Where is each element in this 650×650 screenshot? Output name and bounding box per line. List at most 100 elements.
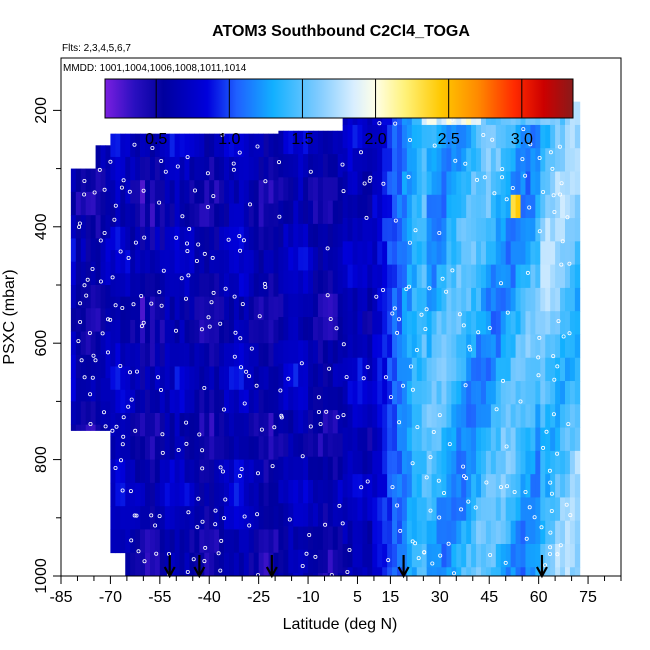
sample-point [87, 330, 92, 335]
heatmap-cell [253, 250, 260, 274]
heatmap-cell [209, 482, 215, 507]
heatmap-cell [95, 401, 101, 426]
heatmap-cell [313, 433, 319, 458]
heatmap-cell [446, 218, 452, 242]
heatmap-cell [332, 247, 339, 271]
heatmap-cell [268, 226, 274, 251]
sample-point [410, 461, 415, 466]
heatmap-cell [293, 223, 299, 248]
heatmap-cell [411, 543, 418, 568]
heatmap-cell [367, 357, 373, 382]
heatmap-cell [248, 436, 255, 460]
heatmap-cell [130, 506, 136, 530]
heatmap-cell [510, 450, 516, 475]
x-tick-label: -25 [247, 589, 270, 606]
heatmap-cell [397, 287, 403, 312]
heatmap-cell [387, 148, 393, 172]
heatmap-cell [204, 273, 210, 298]
sample-point [498, 485, 503, 490]
heatmap-cell [466, 404, 472, 428]
heatmap-cell [441, 381, 447, 405]
heatmap-cell [322, 177, 329, 201]
heatmap-cell [159, 250, 166, 274]
heatmap-cell [308, 317, 314, 341]
heatmap-cell [476, 543, 482, 568]
heatmap-cell [451, 404, 457, 428]
heatmap-cell [500, 194, 507, 219]
heatmap-cell [397, 381, 403, 405]
sample-point [136, 549, 141, 554]
heatmap-cell [145, 366, 151, 391]
heatmap-cell [525, 567, 531, 576]
heatmap-cell [337, 456, 344, 481]
heatmap-cell [471, 264, 477, 289]
sample-point [223, 286, 228, 291]
heatmap-cell [525, 543, 531, 568]
heatmap-cell [204, 180, 210, 204]
heatmap-cell [431, 567, 437, 576]
sample-point [558, 192, 563, 197]
heatmap-cell [293, 410, 299, 434]
heatmap-cell [313, 130, 319, 155]
heatmap-cell [337, 130, 344, 155]
heatmap-cell [387, 264, 393, 289]
heatmap-cell [145, 506, 151, 530]
heatmap-cell [130, 156, 136, 181]
heatmap-cell [574, 427, 581, 452]
sample-point [174, 235, 179, 240]
heatmap-cell [278, 386, 284, 411]
sample-point [476, 330, 481, 335]
heatmap-cell [214, 506, 220, 530]
heatmap-cell [377, 171, 383, 196]
heatmap-cell [431, 148, 437, 172]
heatmap-cell [431, 474, 437, 498]
heatmap-cell [149, 226, 156, 251]
heatmap-cell [199, 273, 205, 298]
heatmap-cell [283, 270, 289, 295]
heatmap-cell [298, 549, 304, 574]
heatmap-cell [199, 436, 205, 460]
y-tick-label: 1000 [33, 558, 50, 594]
heatmap-cell [283, 177, 289, 201]
sample-point [108, 317, 113, 322]
sample-point [132, 142, 137, 147]
heatmap-cell [481, 543, 487, 568]
sample-point [157, 200, 162, 205]
heatmap-cell [258, 529, 264, 554]
sample-point [88, 392, 93, 397]
heatmap-cell [224, 413, 230, 437]
heatmap-cell [243, 203, 250, 228]
heatmap-cell [446, 450, 452, 475]
heatmap-cell [446, 171, 452, 196]
heatmap-cell [214, 156, 220, 181]
sample-point [451, 571, 456, 576]
heatmap-cell [372, 497, 378, 522]
heatmap-cell [298, 200, 304, 225]
heatmap-cell [461, 520, 467, 545]
heatmap-cell [179, 552, 185, 576]
heatmap-cell [446, 148, 452, 172]
heatmap-cell [263, 133, 269, 158]
heatmap-cell [387, 334, 393, 359]
heatmap-cell [90, 378, 96, 402]
heatmap-cell [317, 247, 324, 271]
heatmap-cell [322, 503, 329, 527]
heatmap-cell [303, 154, 309, 178]
heatmap-cell [204, 552, 210, 576]
sample-point [200, 466, 205, 471]
heatmap-cell [209, 156, 215, 181]
heatmap-cell [510, 334, 516, 359]
heatmap-cell [278, 270, 284, 295]
sample-point [358, 150, 363, 155]
heatmap-cell [263, 366, 269, 391]
sample-point [112, 217, 117, 222]
heatmap-cell [481, 567, 487, 576]
heatmap-cell [372, 334, 378, 359]
heatmap-cell [115, 436, 121, 460]
heatmap-cell [565, 474, 571, 498]
heatmap-cell [401, 474, 408, 498]
sample-point [340, 521, 345, 526]
heatmap-cell [451, 334, 457, 359]
heatmap-cell [367, 334, 373, 359]
heatmap-cell [283, 247, 289, 271]
